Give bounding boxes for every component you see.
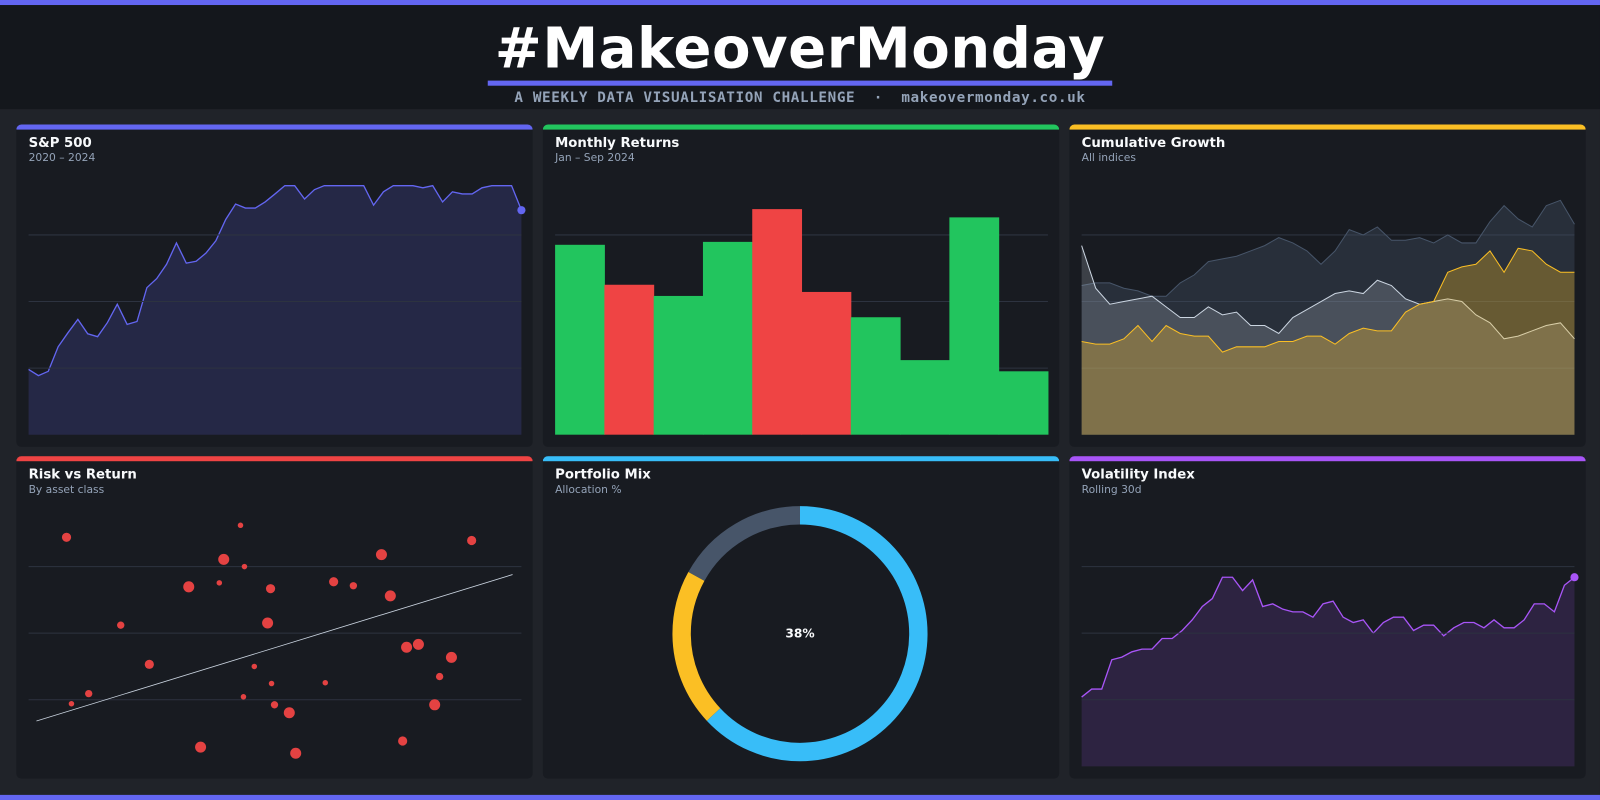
scatter-point (467, 535, 477, 546)
bar (801, 291, 852, 435)
donut-slice (672, 506, 928, 762)
bottom-accent-bar (0, 794, 1600, 800)
growth-series-3-line (1081, 247, 1575, 353)
portfolio-donut-chart: 38% (672, 506, 928, 762)
scatter-point (268, 680, 275, 687)
scatter-point (216, 580, 223, 586)
volatility-end-dot (1570, 573, 1579, 582)
panel-monthly-returns: Monthly Returns Jan – Sep 2024 (542, 124, 1060, 447)
title-underline (487, 80, 1113, 86)
panel-subtitle: By asset class (28, 483, 105, 496)
scatter-point (398, 736, 408, 746)
panel-accent-bar (1069, 456, 1586, 462)
growth-series-2-line (1081, 245, 1575, 340)
scatter-point (241, 563, 248, 570)
scatter-point (270, 701, 279, 709)
panel-portfolio-mix: Portfolio Mix Allocation % 38% (542, 456, 1060, 779)
growth-series-3-area (1081, 248, 1575, 435)
scatter-point (68, 700, 75, 707)
panel-accent-bar (16, 456, 533, 462)
scatter-point (117, 621, 125, 629)
scatter-point (412, 638, 424, 650)
panel-title: Risk vs Return (28, 467, 137, 483)
sp500-line-chart (28, 184, 526, 435)
growth-series-1-area (1081, 200, 1575, 435)
scatter-point (429, 699, 441, 711)
bar (555, 244, 605, 435)
bar (604, 284, 655, 435)
panel-accent-bar (16, 124, 533, 130)
panel-subtitle: All indices (1081, 152, 1136, 165)
scatter-point (262, 617, 274, 629)
scatter-point (183, 581, 195, 593)
bar (900, 360, 950, 435)
volatility-area (1081, 577, 1575, 767)
monthly-returns-bar-chart (555, 209, 1049, 435)
bar (998, 371, 1049, 435)
panel-risk-vs-return: Risk vs Return By asset class (16, 456, 533, 779)
volatility-line-chart (1081, 566, 1579, 767)
panel-accent-bar (1069, 124, 1586, 130)
scatter-point (375, 549, 387, 561)
page-title: #MakeoverMonday (494, 15, 1106, 81)
panel-accent-bar (542, 456, 1060, 462)
donut-slice (672, 506, 928, 762)
panel-title: Cumulative Growth (1081, 135, 1226, 152)
panel-subtitle: Rolling 30d (1081, 483, 1142, 496)
header: #MakeoverMonday A WEEKLY DATA VISUALISAT… (0, 5, 1600, 110)
panel-subtitle: Jan – Sep 2024 (555, 152, 635, 165)
bar (653, 295, 704, 435)
scatter-point (329, 577, 339, 587)
panel-subtitle: Allocation % (555, 483, 622, 496)
bar (702, 241, 753, 435)
scatter-point (240, 694, 247, 700)
scatter-point (384, 590, 396, 602)
scatter-point (435, 672, 444, 681)
page-subtitle: A WEEKLY DATA VISUALISATION CHALLENGE · … (514, 89, 1086, 107)
panel-cumulative-growth: Cumulative Growth All indices (1069, 124, 1586, 447)
scatter-point (85, 689, 93, 698)
scatter-point (61, 532, 72, 542)
scatter-point (445, 651, 457, 663)
sp500-area (28, 185, 522, 435)
panel-title: Volatility Index (1081, 467, 1195, 483)
scatter-point (218, 553, 230, 565)
risk-return-scatter-chart (28, 522, 522, 759)
panel-title: S&P 500 (28, 135, 92, 152)
scatter-point (322, 679, 329, 686)
panel-title: Portfolio Mix (555, 467, 651, 483)
scatter-point (283, 707, 295, 719)
bar (752, 209, 803, 435)
sp500-end-dot (517, 206, 526, 215)
scatter-point (401, 641, 413, 653)
panel-title: Monthly Returns (555, 135, 680, 152)
trend-line (36, 574, 513, 722)
sp500-line (28, 184, 523, 377)
scatter-point (290, 747, 302, 759)
cumulative-growth-area-chart (1081, 199, 1575, 435)
panel-volatility-index: Volatility Index Rolling 30d (1069, 456, 1586, 779)
scatter-point (251, 663, 258, 670)
scatter-point (144, 659, 154, 669)
top-accent-bar (0, 0, 1600, 6)
scatter-point (237, 522, 244, 529)
panel-sp500: S&P 500 2020 – 2024 (16, 124, 533, 447)
panel-subtitle: 2020 – 2024 (28, 152, 96, 165)
volatility-line (1081, 576, 1575, 698)
scatter-point (195, 741, 207, 753)
bar (949, 217, 1000, 435)
growth-series-1-line (1081, 199, 1575, 297)
panel-accent-bar (542, 124, 1060, 130)
donut-center-label: 38% (785, 627, 814, 641)
scatter-point (265, 584, 276, 594)
scatter-point (349, 582, 358, 590)
bar (850, 317, 901, 435)
